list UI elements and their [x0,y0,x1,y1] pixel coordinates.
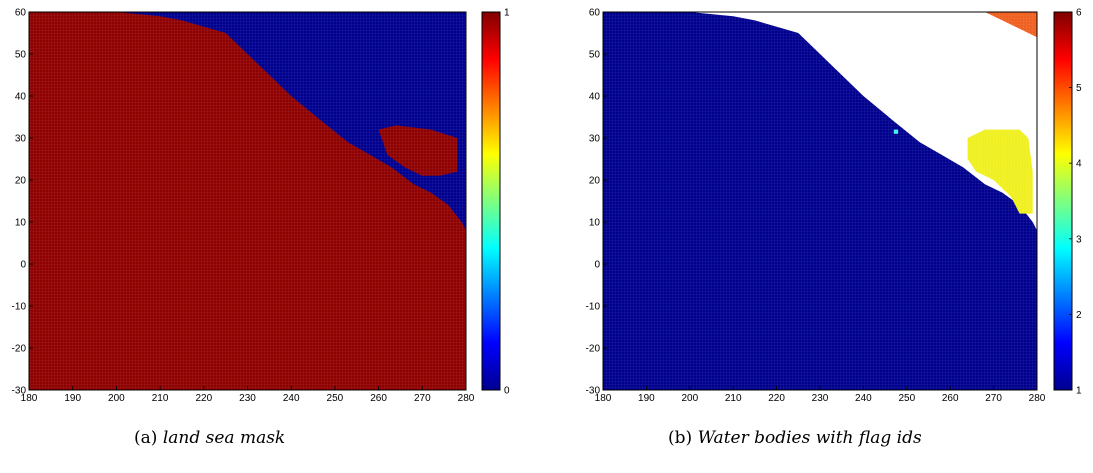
colorbar-tick-label: 0 [504,386,510,397]
y-tick-label: 10 [589,218,601,229]
y-tick-label: 60 [589,8,601,19]
water-bodies-plot: 180 190 200 210 220 230 240 250 260 270 280 -30-20… [586,8,1082,405]
y-tick-label: 0 [594,260,600,271]
colorbar [1053,11,1073,391]
y-tick-label: 0 [20,260,26,271]
y-tick-label: -20 [586,344,601,355]
x-tick-label: 180 [595,393,612,404]
x-tick-label: 220 [195,393,212,404]
x-tick-label: 280 [458,393,475,404]
y-tick-label: 60 [15,8,27,19]
x-tick-label: 260 [942,393,959,404]
colorbar [481,11,501,391]
x-tick-label: 210 [152,393,169,404]
y-tick-label: -30 [12,386,27,397]
x-tick-label: 220 [768,393,785,404]
x-tick-label: 190 [638,393,655,404]
y-tick-label: -10 [586,302,601,313]
x-tick-label: 240 [855,393,872,404]
caption-tag: (a) [134,428,158,448]
colorbar-tick-label: 2 [1076,310,1082,321]
y-tick-label: 40 [589,92,601,103]
x-tick-label: 250 [327,393,344,404]
colorbar-tick-label: 1 [1076,386,1082,397]
y-tick-label: -30 [586,386,601,397]
grid-texture [603,12,1037,390]
x-tick-label: 260 [370,393,387,404]
x-tick-label: 280 [1029,393,1046,404]
caption-text: land sea mask [162,428,286,448]
x-tick-label: 200 [681,393,698,404]
y-tick-label: 40 [15,92,27,103]
x-tick-label: 230 [812,393,829,404]
caption-a: (a) land sea mask [134,428,285,448]
grid-texture [29,12,466,390]
y-tick-label: 30 [15,134,27,145]
x-tick-label: 250 [898,393,915,404]
y-tick-label: 10 [15,218,27,229]
x-tick-label: 210 [725,393,742,404]
y-tick-label: -20 [12,344,27,355]
x-tick-label: 270 [414,393,431,404]
x-tick-label: 180 [21,393,38,404]
caption-tag: (b) [668,428,693,448]
y-tick-label: -10 [12,302,27,313]
y-tick-label: 50 [589,50,601,61]
colorbar-tick-label: 1 [504,8,510,19]
x-tick-label: 200 [108,393,125,404]
y-tick-label: 50 [15,50,27,61]
caption-b: (b) Water bodies with flag ids [668,428,922,448]
colorbar-tick-label: 4 [1076,159,1082,170]
colorbar-tick-label: 5 [1076,83,1082,94]
land-sea-mask-plot: 180 190 200 210 220 230 240 250 260 270 280 -30-20… [12,8,510,405]
y-tick-label: 20 [589,176,601,187]
x-tick-label: 240 [283,393,300,404]
colorbar-tick-label: 3 [1076,234,1082,245]
colorbar-tick-label: 6 [1076,8,1082,19]
y-tick-label: 30 [589,134,601,145]
y-tick-label: 20 [15,176,27,187]
x-tick-label: 230 [239,393,256,404]
caption-text: Water bodies with flag ids [697,428,922,448]
x-tick-label: 270 [985,393,1002,404]
x-tick-label: 190 [64,393,81,404]
